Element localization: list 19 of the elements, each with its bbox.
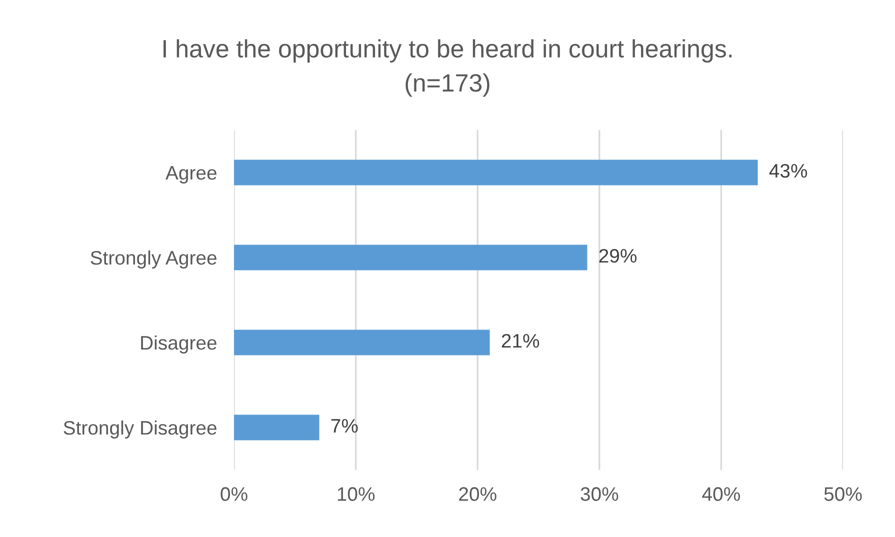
bar bbox=[234, 414, 320, 440]
x-tick-label: 0% bbox=[220, 487, 248, 501]
bar bbox=[234, 160, 758, 186]
y-tick-label: Disagree bbox=[141, 335, 216, 354]
x-tick-label: 20% bbox=[459, 487, 496, 501]
y-tick-label: Strongly Agree bbox=[90, 250, 216, 269]
data-label: 29% bbox=[599, 248, 637, 263]
chart-title: I have the opportunity to be heard in court hearings. (n=173) bbox=[164, 39, 732, 97]
bar bbox=[234, 330, 490, 356]
bar bbox=[234, 244, 588, 270]
x-tick-label: 40% bbox=[702, 487, 740, 501]
x-tick-label: 10% bbox=[338, 487, 375, 501]
x-tick-label: 30% bbox=[580, 487, 618, 501]
x-tick-label: 50% bbox=[824, 487, 862, 501]
data-label: 21% bbox=[502, 334, 540, 348]
y-tick-label: Agree bbox=[165, 166, 216, 184]
data-label: 43% bbox=[769, 164, 808, 178]
y-tick-label: Strongly Disagree bbox=[64, 420, 216, 439]
data-label: 7% bbox=[331, 419, 358, 433]
